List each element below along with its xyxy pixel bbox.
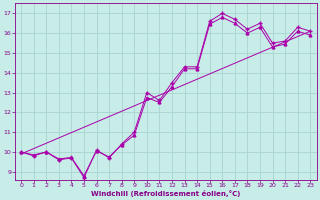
X-axis label: Windchill (Refroidissement éolien,°C): Windchill (Refroidissement éolien,°C) [91, 190, 240, 197]
